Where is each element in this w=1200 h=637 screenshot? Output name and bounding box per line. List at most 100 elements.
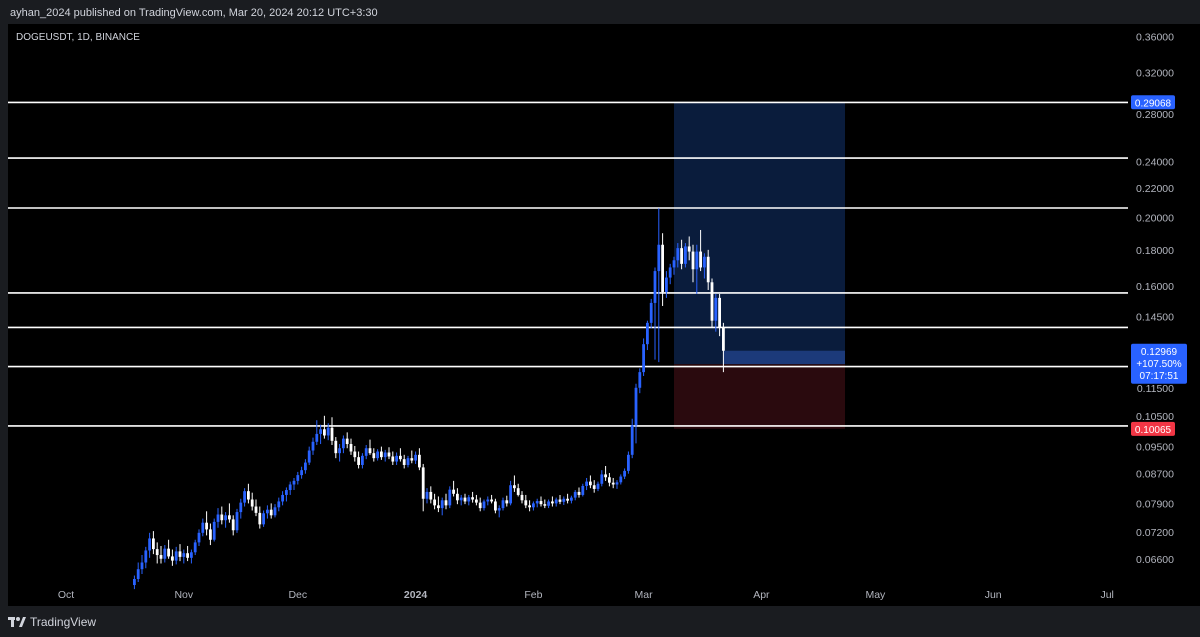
candle-body — [315, 433, 319, 442]
candle — [638, 368, 642, 394]
candle — [661, 233, 664, 306]
candle-body — [535, 501, 539, 504]
candle-body — [463, 497, 467, 502]
candle — [494, 498, 497, 514]
candle — [699, 229, 702, 272]
candle-body — [402, 459, 406, 465]
candle-body — [197, 532, 201, 543]
candle-body — [163, 548, 167, 559]
candle-body — [307, 450, 311, 463]
time-tick-label: Jun — [985, 589, 1002, 601]
candle-body — [623, 470, 626, 477]
footer-brand-text[interactable]: TradingView — [30, 615, 97, 629]
candle — [657, 208, 661, 363]
target-zone[interactable] — [674, 102, 845, 365]
price-tick-label: 0.07900 — [1136, 498, 1174, 510]
candle — [247, 483, 250, 504]
price-tick-label: 0.08700 — [1136, 469, 1174, 481]
stop-zone[interactable] — [674, 364, 845, 429]
candle — [710, 278, 714, 328]
candle-body — [566, 498, 569, 501]
candle-body — [551, 501, 554, 504]
candle-body — [361, 455, 364, 465]
candle — [554, 497, 558, 507]
candle-body — [133, 578, 136, 586]
candle-body — [258, 512, 262, 525]
tradingview-logo-icon[interactable] — [8, 616, 26, 628]
candle-body — [418, 454, 421, 468]
candle-body — [600, 474, 604, 484]
candle — [193, 539, 197, 556]
time-ticks: Oct Nov Dec 2024 Feb Mar Apr May Jun Jul — [58, 589, 1114, 601]
candle-body — [604, 474, 607, 478]
candle — [680, 239, 683, 270]
chart-pane[interactable] — [8, 24, 1128, 606]
candle — [174, 546, 178, 565]
candle — [311, 437, 315, 455]
candle-body — [440, 500, 444, 509]
candle — [585, 477, 588, 491]
candle-body — [676, 248, 680, 261]
candle-body — [710, 282, 714, 321]
candle-body — [706, 256, 710, 283]
time-tick-label: Feb — [524, 589, 542, 601]
publish-header: ayhan_2024 published on TradingView.com,… — [0, 0, 1200, 26]
candle — [570, 495, 573, 504]
candle-body — [209, 529, 212, 540]
candle — [539, 496, 543, 507]
candle — [649, 298, 653, 329]
candle-body — [391, 456, 395, 462]
candle — [596, 481, 600, 492]
candle — [490, 494, 493, 504]
candle-body — [471, 497, 474, 500]
current-pnl-zone — [723, 350, 845, 365]
candle-body — [722, 327, 725, 351]
candle — [258, 506, 262, 529]
candle-body — [345, 438, 349, 445]
candle-body — [684, 246, 687, 264]
candle — [315, 420, 319, 445]
candle-body — [292, 480, 296, 485]
candle — [551, 496, 554, 507]
candle — [532, 501, 535, 511]
candle — [577, 487, 581, 498]
candle — [342, 435, 345, 454]
price-axis[interactable] — [1128, 24, 1200, 606]
candle — [630, 418, 634, 459]
candle — [383, 449, 387, 462]
candle-body — [216, 514, 220, 522]
candle — [216, 508, 220, 528]
candle — [205, 511, 208, 536]
candle-body — [482, 501, 486, 509]
candle — [353, 445, 357, 462]
candle — [475, 494, 478, 506]
candle — [482, 499, 486, 511]
candle-body — [649, 302, 653, 323]
candle — [452, 480, 455, 497]
candle — [668, 263, 672, 285]
candle-body — [581, 485, 585, 495]
candle-body — [250, 499, 254, 507]
candle — [608, 472, 611, 487]
candle — [239, 498, 243, 519]
candle-body — [319, 429, 322, 434]
candle — [672, 256, 676, 275]
candle-body — [178, 551, 182, 557]
candle-body — [148, 538, 151, 551]
candle-body — [239, 502, 243, 513]
candle — [486, 496, 490, 506]
candle-body — [646, 322, 649, 345]
candle — [566, 493, 569, 504]
candle-body — [266, 509, 269, 514]
time-tick-label: Oct — [58, 589, 74, 601]
candle — [368, 439, 372, 455]
candle — [364, 444, 368, 460]
candle — [133, 575, 136, 590]
candle — [399, 448, 402, 462]
target-price-badge: 0.29068 — [1131, 95, 1175, 110]
candle-body — [193, 542, 197, 553]
candle — [516, 483, 520, 497]
symbol-label[interactable]: DOGEUSDT, 1D, BINANCE — [16, 32, 140, 43]
candle-body — [699, 251, 702, 268]
